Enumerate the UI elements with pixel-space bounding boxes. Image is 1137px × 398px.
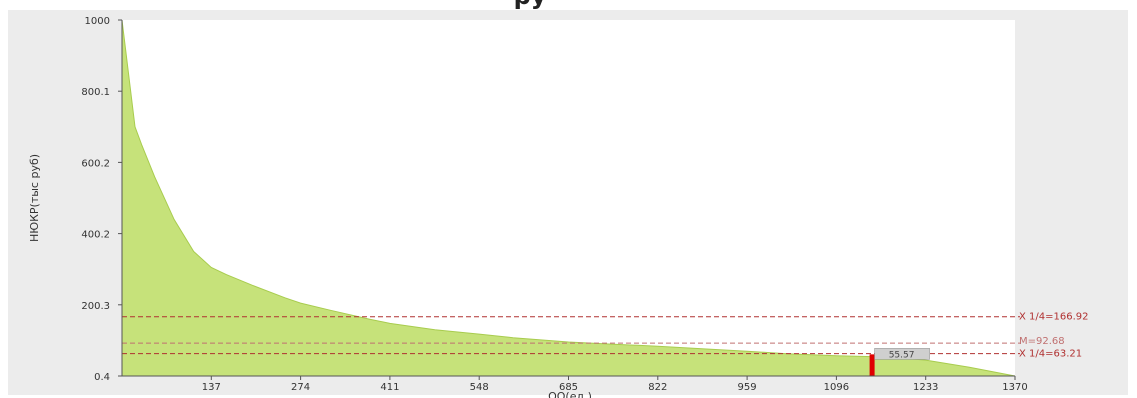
y-tick-label: 400.2	[81, 230, 110, 241]
marker-group: 55.57	[869, 348, 930, 376]
y-tick-label: 800.1	[81, 87, 110, 98]
y-axis-ticks: 0.4 200.3 400.2 600.2 800.1 1000	[81, 16, 122, 383]
x-tick-label: 959	[738, 382, 757, 393]
x-tick-label: 685	[559, 382, 578, 393]
reference-lines: X 1/4=166.92 M=92.68 X 1/4=63.21	[122, 312, 1089, 360]
x-tick-label: 1096	[824, 382, 849, 393]
reference-line-label: M=92.68	[1019, 336, 1065, 347]
y-tick-label: 1000	[85, 16, 110, 27]
x-tick-label: 822	[648, 382, 667, 393]
reference-line-label: X 1/4=166.92	[1019, 312, 1089, 323]
y-tick-label: 0.4	[94, 372, 110, 383]
x-tick-label: 548	[470, 382, 489, 393]
x-axis-label: ОО(ед.)	[548, 390, 592, 398]
x-tick-label: 1233	[913, 382, 938, 393]
marker-label: 55.57	[889, 350, 915, 360]
x-axis-ticks: 137 274 411 548 685 822 959 1096 1233 1370	[202, 376, 1028, 393]
y-tick-label: 200.3	[81, 301, 110, 312]
x-tick-label: 411	[380, 382, 399, 393]
marker-label-box	[874, 348, 930, 360]
x-tick-label: 274	[291, 382, 310, 393]
marker-bar	[869, 354, 875, 376]
x-tick-label: 1370	[1002, 382, 1027, 393]
x-tick-label: 137	[202, 382, 221, 393]
chart-title: ру	[300, 0, 760, 8]
y-tick-label: 600.2	[81, 158, 110, 169]
y-axis-label: НЮКР(тыс руб)	[28, 154, 41, 242]
reference-line-label: X 1/4=63.21	[1019, 349, 1082, 360]
